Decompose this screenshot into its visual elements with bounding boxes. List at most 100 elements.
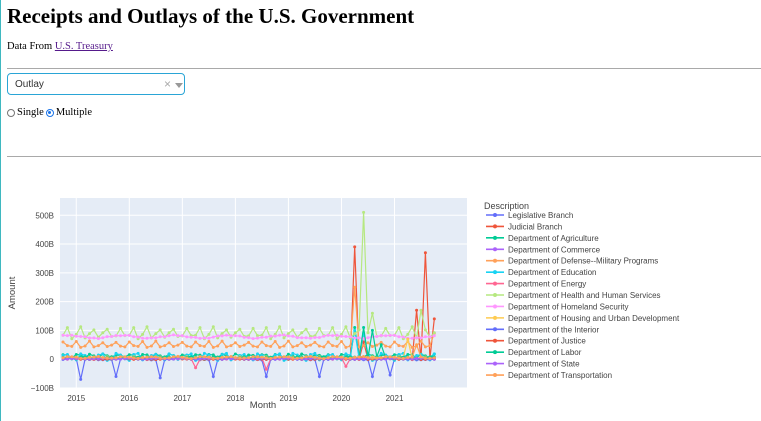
data-point	[410, 336, 414, 340]
data-point	[180, 340, 184, 344]
legend-item-department-of-justice[interactable]: Department of Justice	[486, 337, 586, 346]
data-point	[141, 340, 145, 343]
radio-multiple-circle[interactable]	[45, 108, 54, 117]
data-point	[428, 356, 432, 360]
legend-label: Judicial Branch	[508, 222, 562, 231]
data-point	[220, 332, 224, 336]
data-point	[65, 355, 69, 359]
legend-item-department-of-housing-and-urban-development[interactable]: Department of Housing and Urban Developm…	[486, 314, 680, 323]
legend-item-department-of-defense-military-programs[interactable]: Department of Defense--Military Programs	[486, 257, 658, 266]
y-tick-label: 300B	[35, 269, 54, 278]
data-point	[300, 336, 304, 340]
legend-marker	[493, 224, 497, 229]
data-point	[410, 325, 414, 329]
top-divider	[7, 68, 761, 69]
data-point	[415, 308, 419, 312]
data-point	[149, 344, 153, 348]
legend-item-judicial-branch[interactable]: Judicial Branch	[486, 222, 562, 231]
data-point	[114, 356, 118, 360]
data-point	[167, 334, 171, 338]
data-point	[79, 325, 83, 329]
data-point	[410, 355, 414, 359]
data-point	[344, 345, 348, 349]
data-point	[251, 326, 255, 330]
mode-radio-group: Single Multiple	[7, 107, 94, 118]
data-point	[194, 335, 198, 339]
legend-item-department-of-health-and-human-services[interactable]: Department of Health and Human Services	[486, 291, 661, 300]
legend-marker	[493, 350, 497, 355]
data-point	[163, 356, 167, 360]
radio-single[interactable]: Single	[7, 107, 44, 118]
legend-item-department-of-state[interactable]: Department of State	[486, 360, 580, 369]
data-point	[194, 333, 198, 337]
measure-dropdown[interactable]: Outlay ×	[7, 73, 185, 95]
clear-icon[interactable]: ×	[164, 77, 172, 91]
radio-multiple[interactable]: Multiple	[45, 107, 93, 118]
data-point	[202, 351, 206, 355]
chevron-down-icon[interactable]	[175, 83, 183, 88]
series-markers-department-of-defense-military-programs	[61, 285, 436, 349]
data-point	[423, 328, 427, 332]
data-point	[211, 335, 215, 339]
legend-marker	[493, 338, 497, 343]
data-point	[423, 251, 427, 255]
data-point	[247, 356, 251, 360]
legend-item-department-of-energy[interactable]: Department of Energy	[486, 280, 586, 289]
data-point	[132, 335, 136, 339]
data-point	[406, 353, 410, 356]
data-point	[313, 340, 317, 344]
data-point	[247, 336, 251, 340]
y-axis-label: Amount	[7, 276, 18, 309]
data-point	[70, 344, 74, 348]
radio-multiple-label: Multiple	[55, 107, 93, 118]
data-point	[295, 336, 299, 340]
data-point	[384, 355, 388, 359]
legend-item-department-of-the-interior[interactable]: Department of the Interior	[486, 325, 599, 334]
treasury-link[interactable]: U.S. Treasury	[54, 41, 113, 52]
series-markers-department-of-transportation	[61, 343, 436, 361]
legend-item-department-of-homeland-security[interactable]: Department of Homeland Security	[486, 302, 629, 311]
legend-item-department-of-education[interactable]: Department of Education	[486, 268, 597, 277]
data-point	[410, 345, 414, 349]
data-point	[194, 356, 198, 360]
legend-label: Department of Defense--Military Programs	[508, 257, 658, 266]
data-point	[176, 343, 180, 347]
data-point	[264, 335, 268, 339]
data-point	[256, 352, 259, 356]
data-point	[105, 356, 109, 360]
radio-single-circle[interactable]	[7, 108, 15, 117]
data-point	[242, 343, 246, 347]
data-point	[326, 333, 330, 337]
data-point	[419, 336, 423, 340]
data-point	[291, 356, 295, 360]
data-point	[317, 344, 321, 348]
data-point	[432, 331, 436, 335]
data-point	[189, 357, 193, 361]
legend-item-department-of-labor[interactable]: Department of Labor	[486, 348, 582, 357]
legend-marker	[493, 315, 497, 320]
data-point	[229, 344, 233, 348]
data-point	[282, 355, 286, 359]
data-point	[317, 356, 321, 360]
dropdown-value: Outlay	[15, 79, 44, 90]
data-point	[145, 355, 149, 359]
data-point	[335, 355, 339, 359]
legend-item-department-of-commerce[interactable]: Department of Commerce	[486, 245, 601, 254]
data-point	[397, 353, 401, 356]
data-point	[251, 357, 255, 361]
data-point	[278, 352, 282, 356]
data-point	[65, 344, 69, 348]
y-tick-label: 500B	[35, 211, 54, 220]
legend-item-legislative-branch[interactable]: Legislative Branch	[486, 211, 573, 220]
data-point	[74, 353, 78, 356]
data-point	[304, 336, 308, 340]
legend-item-department-of-agriculture[interactable]: Department of Agriculture	[486, 234, 599, 243]
legend-item-department-of-transportation[interactable]: Department of Transportation	[486, 371, 612, 380]
data-point	[375, 343, 379, 347]
data-point	[362, 357, 366, 361]
data-point	[61, 356, 65, 360]
data-point	[167, 341, 171, 345]
data-point	[432, 317, 436, 321]
data-point	[370, 345, 374, 348]
data-point	[88, 352, 91, 356]
